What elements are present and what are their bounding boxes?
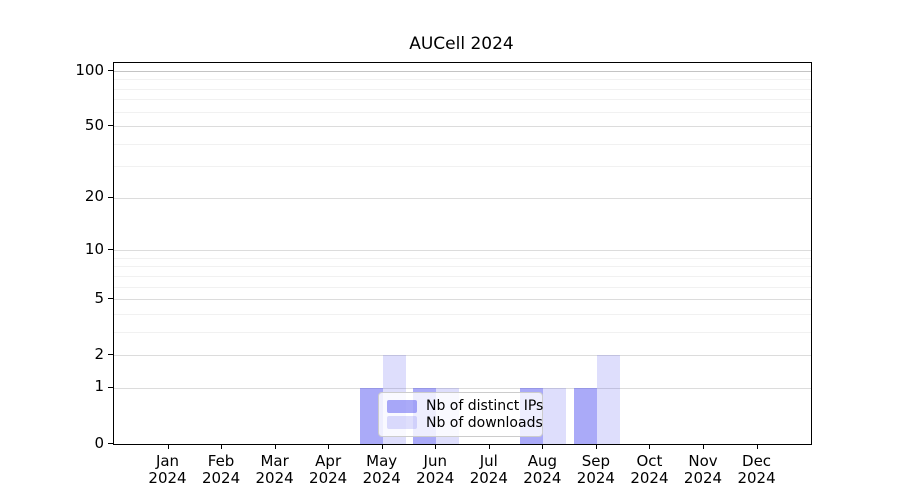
x-tick-jun	[435, 444, 437, 449]
gridline-major-10	[114, 250, 811, 252]
gridline-minor-3	[114, 331, 811, 333]
plot-area	[113, 62, 812, 445]
y-tick-10	[108, 249, 113, 251]
gridline-minor-90	[114, 79, 811, 81]
x-tick-label-aug: Aug 2024	[523, 452, 562, 487]
x-tick-label-jun: Jun 2024	[416, 452, 455, 487]
legend: Nb of distinct IPs Nb of downloads	[378, 392, 543, 437]
y-tick-label-100: 100	[75, 60, 104, 79]
gridline-minor-60	[114, 111, 811, 113]
x-tick-apr	[328, 444, 330, 449]
x-tick-mar	[274, 444, 276, 449]
y-tick-20	[108, 196, 113, 198]
gridline-major-50	[114, 126, 811, 128]
x-tick-label-dec: Dec 2024	[737, 452, 776, 487]
x-tick-dec	[756, 444, 758, 449]
bar-nb-of-downloads-sep	[596, 355, 620, 444]
gridline-minor-6	[114, 286, 811, 288]
legend-row-distinct-ips: Nb of distinct IPs	[387, 398, 543, 414]
bar-nb-of-downloads-aug	[543, 387, 567, 444]
x-tick-may	[381, 444, 383, 449]
bar-nb-of-distinct-ips-sep	[573, 387, 597, 444]
chart-title: AUCell 2024	[409, 34, 514, 54]
y-tick-2	[108, 354, 113, 356]
y-tick-label-1: 1	[94, 377, 104, 396]
x-tick-sep	[595, 444, 597, 449]
y-tick-label-2: 2	[94, 344, 104, 363]
gridline-major-1	[114, 387, 811, 389]
x-tick-label-jul: Jul 2024	[469, 452, 508, 487]
gridline-major-2	[114, 355, 811, 357]
legend-swatch-downloads	[387, 416, 417, 430]
gridline-minor-70	[114, 99, 811, 101]
x-tick-jul	[488, 444, 490, 449]
legend-row-downloads: Nb of downloads	[387, 415, 543, 431]
gridline-minor-9	[114, 257, 811, 259]
x-tick-label-mar: Mar 2024	[255, 452, 294, 487]
y-tick-0	[108, 443, 113, 444]
x-tick-label-jan: Jan 2024	[148, 452, 187, 487]
x-tick-label-feb: Feb 2024	[201, 452, 241, 487]
y-tick-label-10: 10	[84, 239, 104, 258]
x-tick-label-sep: Sep 2024	[576, 452, 615, 487]
x-tick-oct	[649, 444, 651, 449]
gridline-minor-8	[114, 266, 811, 268]
x-tick-feb	[221, 444, 223, 449]
y-tick-1	[108, 386, 113, 388]
gridline-major-20	[114, 197, 811, 199]
gridline-major-100	[114, 71, 811, 72]
gridline-major-5	[114, 299, 811, 301]
y-tick-label-50: 50	[84, 115, 104, 134]
legend-swatch-distinct-ips	[387, 399, 417, 413]
gridline-minor-80	[114, 88, 811, 90]
x-tick-label-oct: Oct 2024	[630, 452, 669, 487]
y-tick-50	[108, 125, 113, 127]
gridline-minor-40	[114, 143, 811, 145]
y-tick-label-0: 0	[94, 433, 104, 452]
bar-nb-of-distinct-ips-may	[359, 387, 383, 444]
gridline-minor-4	[114, 313, 811, 315]
y-tick-100	[108, 70, 113, 71]
gridline-minor-7	[114, 275, 811, 277]
x-tick-label-nov: Nov 2024	[683, 452, 723, 487]
x-tick-label-may: May 2024	[362, 452, 401, 487]
y-tick-5	[108, 298, 113, 300]
x-tick-aug	[542, 444, 544, 449]
x-tick-nov	[703, 444, 704, 449]
legend-label-downloads: Nb of downloads	[426, 414, 543, 431]
y-tick-label-20: 20	[84, 187, 104, 206]
x-tick-label-apr: Apr 2024	[309, 452, 348, 487]
gridline-minor-30	[114, 166, 811, 168]
legend-label-distinct-ips: Nb of distinct IPs	[426, 398, 544, 415]
y-tick-label-5: 5	[94, 288, 104, 307]
x-tick-jan	[167, 444, 169, 449]
